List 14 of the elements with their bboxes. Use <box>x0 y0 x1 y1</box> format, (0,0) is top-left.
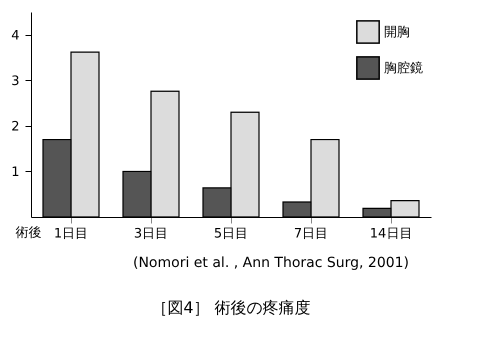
y-tick-label: 2 <box>11 119 20 134</box>
y-tick-label: 3 <box>11 74 20 89</box>
x-tick-label: 5日目 <box>214 226 248 242</box>
legend-label: 胸腔鏡 <box>384 61 423 76</box>
x-tick-label: 14日目 <box>370 226 412 242</box>
x-tick-label: 7日目 <box>294 226 328 242</box>
y-tick-label: 4 <box>11 28 20 44</box>
text: (Nomori et al. , Ann Thorac Surg, 2001) <box>132 255 410 271</box>
y-tick-label: 1 <box>11 164 20 180</box>
legend-label: 開胸 <box>384 25 410 40</box>
x-axis-title: 術後 <box>16 226 42 240</box>
x-tick-label: 1日目 <box>54 226 88 242</box>
text: ［図4］ 術後の疼痛度 <box>151 298 311 317</box>
x-tick-label: 3日目 <box>134 226 168 242</box>
